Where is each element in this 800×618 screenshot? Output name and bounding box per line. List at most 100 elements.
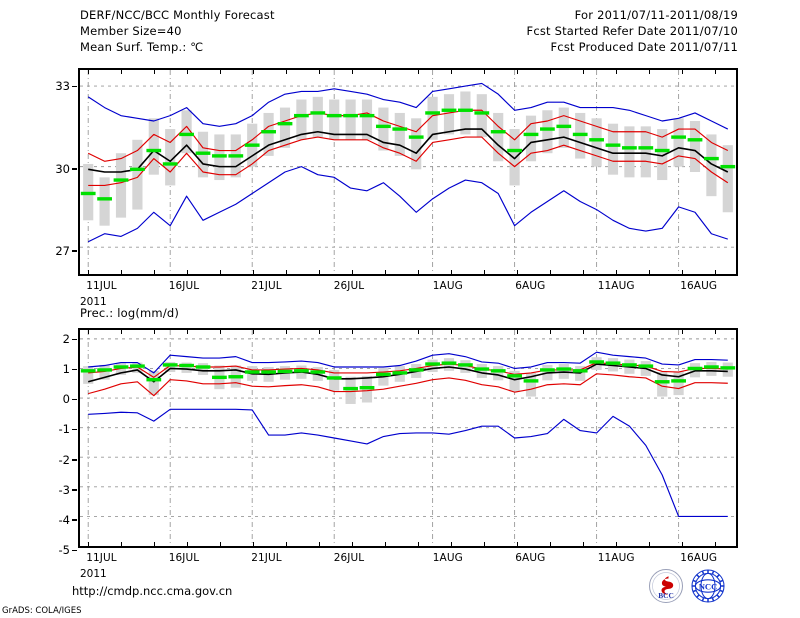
series-upper-quartile — [87, 109, 729, 162]
spread-bar — [165, 129, 176, 186]
x-tick-mark — [451, 70, 453, 74]
x-tick-mark — [253, 330, 255, 334]
spread-bar — [263, 112, 274, 156]
x-tick-mark — [352, 330, 354, 334]
x-tick-mark — [286, 330, 288, 334]
x-tick-mark — [418, 542, 420, 546]
x-tick-mark — [484, 330, 486, 334]
x-tick-mark — [385, 70, 387, 74]
source-url[interactable]: http://cmdp.ncc.cma.gov.cn — [72, 584, 233, 598]
spread-bar — [181, 110, 192, 154]
x-tick-mark — [517, 70, 519, 74]
spread-bar — [722, 145, 733, 213]
spread-bar — [493, 366, 504, 381]
x-tick-mark — [385, 270, 387, 274]
spread-bar — [493, 112, 504, 162]
spread-bar — [509, 129, 520, 186]
x-tick-mark — [649, 542, 651, 546]
temperature-plot-panel — [78, 68, 738, 276]
temperature-plot-area — [80, 70, 736, 274]
x-tick-mark — [187, 270, 189, 274]
x-tick-label: 11AUG — [597, 280, 635, 292]
x-tick-mark — [121, 70, 123, 74]
x-tick-mark — [715, 330, 717, 334]
spread-bar — [542, 110, 553, 154]
spread-bar — [329, 99, 340, 140]
x-tick-mark — [88, 70, 90, 74]
y-tick-label: 1 — [62, 362, 70, 377]
x-tick-label: 6AUG — [515, 280, 546, 292]
x-tick-label: 21JUL — [251, 552, 282, 564]
spread-bar — [624, 126, 635, 178]
series-upper-quartile — [88, 361, 728, 378]
x-tick-mark — [583, 542, 585, 546]
series-lower-quartile — [88, 136, 729, 186]
series-min-envelope — [88, 408, 728, 517]
x-tick-mark — [517, 330, 519, 334]
page-title: DERF/NCC/BCC Monthly Forecast — [80, 8, 275, 22]
x-tick-mark — [550, 270, 552, 274]
x-tick-mark — [88, 330, 90, 334]
spread-bar — [476, 94, 487, 138]
spread-bar — [460, 91, 471, 135]
x-tick-mark — [220, 330, 222, 334]
precipitation-subtitle: Prec.: log(mm/d) — [80, 306, 180, 320]
spread-bar — [427, 96, 438, 140]
x-tick-mark — [352, 70, 354, 74]
x-tick-mark — [319, 70, 321, 74]
spread-bar — [607, 123, 619, 175]
spread-bar — [657, 372, 668, 397]
x-tick-mark — [187, 330, 189, 334]
precipitation-plot-panel — [78, 328, 738, 548]
forecast-start-date-label: Fcst Started Refer Date 2011/07/10 — [526, 24, 738, 38]
spread-bar — [476, 364, 487, 378]
series-min-envelope — [87, 166, 728, 243]
x-tick-mark — [286, 542, 288, 546]
x-tick-mark — [682, 542, 684, 546]
x-tick-label: 6AUG — [515, 552, 546, 564]
x-tick-mark — [154, 270, 156, 274]
x-tick-mark — [550, 70, 552, 74]
series-max-envelope — [87, 82, 729, 130]
series-lower-quartile — [88, 373, 728, 397]
x-tick-mark — [484, 270, 486, 274]
bcc-logo-icon: BCC — [649, 569, 683, 603]
x-tick-mark — [649, 70, 651, 74]
x-tick-label: 26JUL — [333, 552, 365, 564]
spread-bar — [83, 366, 94, 384]
x-tick-mark — [550, 330, 552, 334]
y-tick-label: -2 — [58, 452, 70, 467]
x-tick-mark — [715, 70, 717, 74]
y-tick-mark — [72, 368, 77, 371]
spread-bar — [411, 118, 422, 170]
temperature-units-label: Mean Surf. Temp.: ℃ — [80, 40, 204, 54]
x-tick-mark — [451, 542, 453, 546]
x-tick-mark — [121, 542, 123, 546]
spread-bar — [525, 115, 537, 162]
x-tick-mark — [616, 270, 618, 274]
spread-bar — [657, 129, 668, 181]
x-tick-mark — [451, 330, 453, 334]
x-tick-mark — [616, 542, 618, 546]
spread-bar — [640, 126, 651, 178]
spread-bar — [361, 99, 373, 140]
svg-text:NCC: NCC — [699, 581, 718, 591]
x-tick-mark — [352, 270, 354, 274]
x-tick-label: 21JUL — [251, 280, 282, 292]
x-tick-label: 16AUG — [680, 280, 718, 292]
x-tick-label: 16JUL — [168, 280, 200, 292]
member-size-label: Member Size=40 — [80, 24, 182, 38]
spread-bar — [115, 363, 127, 375]
x-tick-mark — [484, 542, 486, 546]
x-tick-mark — [517, 270, 519, 274]
forecast-produced-date-label: Fcst Produced Date 2011/07/11 — [550, 40, 738, 54]
x-tick-mark — [187, 70, 189, 74]
x-tick-mark — [418, 330, 420, 334]
spread-bar — [279, 107, 291, 148]
spread-bar — [329, 369, 340, 391]
series-max-envelope — [88, 351, 728, 374]
x-tick-mark — [154, 70, 156, 74]
x-tick-mark — [319, 542, 321, 546]
forecast-range-label: For 2011/07/11-2011/08/19 — [574, 8, 738, 22]
